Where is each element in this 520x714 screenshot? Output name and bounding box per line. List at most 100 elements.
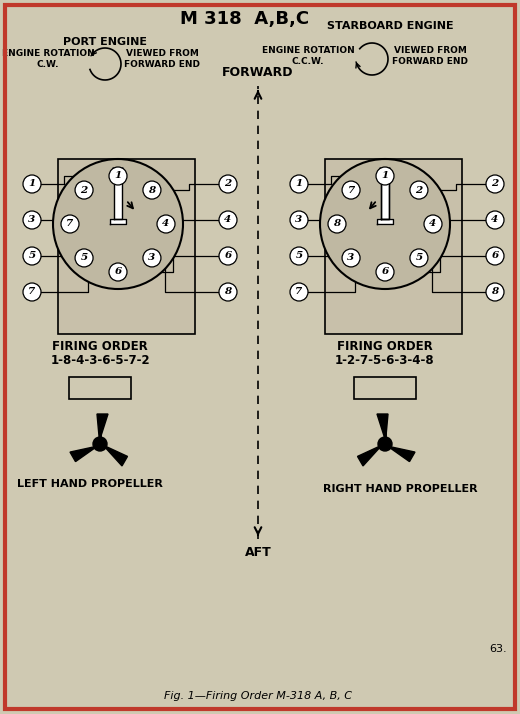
Circle shape — [342, 181, 360, 199]
Polygon shape — [97, 443, 127, 466]
Polygon shape — [381, 176, 389, 219]
Text: 1: 1 — [295, 179, 303, 188]
Text: 2: 2 — [81, 186, 88, 194]
FancyBboxPatch shape — [354, 377, 416, 399]
Circle shape — [109, 167, 127, 185]
Text: Fig. 1—Firing Order M-318 A, B, C: Fig. 1—Firing Order M-318 A, B, C — [164, 691, 352, 701]
Circle shape — [290, 175, 308, 193]
Text: LEFT HAND PROPELLER: LEFT HAND PROPELLER — [17, 479, 163, 489]
Circle shape — [290, 283, 308, 301]
Text: 3: 3 — [295, 216, 303, 224]
Text: 4: 4 — [430, 219, 437, 228]
Text: FLYWHEEL: FLYWHEEL — [70, 383, 131, 393]
Text: ENGINE ROTATION
C.C.W.: ENGINE ROTATION C.C.W. — [262, 46, 354, 66]
Circle shape — [290, 247, 308, 265]
Circle shape — [143, 181, 161, 199]
Text: 1-8-4-3-6-5-7-2: 1-8-4-3-6-5-7-2 — [50, 354, 150, 368]
Text: 1-2-7-5-6-3-4-8: 1-2-7-5-6-3-4-8 — [335, 354, 435, 368]
Text: 4: 4 — [491, 216, 499, 224]
Polygon shape — [110, 219, 126, 224]
Text: STARBOARD ENGINE: STARBOARD ENGINE — [327, 21, 453, 31]
Polygon shape — [382, 443, 415, 461]
Polygon shape — [378, 168, 392, 176]
Text: ENGINE ROTATION
C.W.: ENGINE ROTATION C.W. — [2, 49, 94, 69]
Circle shape — [486, 175, 504, 193]
Circle shape — [328, 215, 346, 233]
Text: 7: 7 — [67, 219, 74, 228]
Circle shape — [486, 283, 504, 301]
Text: 5: 5 — [415, 253, 423, 263]
Text: 1: 1 — [114, 171, 122, 181]
Circle shape — [219, 211, 237, 229]
Text: FIRING ORDER: FIRING ORDER — [52, 339, 148, 353]
Text: 2: 2 — [491, 179, 499, 188]
Polygon shape — [97, 414, 108, 447]
Text: 1: 1 — [29, 179, 36, 188]
Circle shape — [376, 167, 394, 185]
Circle shape — [23, 211, 41, 229]
Text: 4: 4 — [162, 219, 170, 228]
Circle shape — [486, 211, 504, 229]
Text: 4: 4 — [224, 216, 231, 224]
Text: 8: 8 — [148, 186, 155, 194]
Circle shape — [219, 247, 237, 265]
Text: 7: 7 — [29, 288, 36, 296]
Circle shape — [219, 283, 237, 301]
Text: 3: 3 — [347, 253, 355, 263]
Circle shape — [109, 263, 127, 281]
Text: 5: 5 — [81, 253, 88, 263]
Circle shape — [378, 437, 392, 451]
Bar — [325, 159, 462, 334]
Text: VIEWED FROM
FORWARD END: VIEWED FROM FORWARD END — [392, 46, 468, 66]
FancyBboxPatch shape — [69, 377, 131, 399]
Circle shape — [61, 215, 79, 233]
Text: 2: 2 — [415, 186, 423, 194]
Text: FIRING ORDER: FIRING ORDER — [337, 339, 433, 353]
Text: VIEWED FROM
FORWARD END: VIEWED FROM FORWARD END — [124, 49, 200, 69]
Polygon shape — [358, 443, 387, 466]
Text: M 318  A,B,C: M 318 A,B,C — [180, 10, 309, 28]
Circle shape — [410, 249, 428, 267]
Text: 7: 7 — [347, 186, 355, 194]
Circle shape — [376, 263, 394, 281]
Text: 8: 8 — [333, 219, 341, 228]
Text: FLYWHEEL: FLYWHEEL — [355, 383, 415, 393]
Circle shape — [75, 249, 93, 267]
Circle shape — [219, 175, 237, 193]
Text: 63.: 63. — [489, 644, 507, 654]
Circle shape — [424, 215, 442, 233]
Text: 2: 2 — [224, 179, 231, 188]
Circle shape — [290, 211, 308, 229]
Text: 7: 7 — [295, 288, 303, 296]
Circle shape — [93, 437, 107, 451]
Circle shape — [410, 181, 428, 199]
Text: 6: 6 — [114, 268, 122, 276]
Polygon shape — [377, 219, 393, 224]
Text: 1: 1 — [381, 171, 388, 181]
Circle shape — [320, 159, 450, 289]
Text: 3: 3 — [148, 253, 155, 263]
Text: 6: 6 — [381, 268, 388, 276]
Text: RIGHT HAND PROPELLER: RIGHT HAND PROPELLER — [323, 484, 477, 494]
Text: FORWARD: FORWARD — [222, 66, 294, 79]
Text: 8: 8 — [224, 288, 231, 296]
Text: 3: 3 — [29, 216, 36, 224]
Circle shape — [157, 215, 175, 233]
Text: 6: 6 — [491, 251, 499, 261]
Circle shape — [23, 247, 41, 265]
Circle shape — [486, 247, 504, 265]
Text: 5: 5 — [29, 251, 36, 261]
Circle shape — [342, 249, 360, 267]
Circle shape — [143, 249, 161, 267]
Circle shape — [23, 175, 41, 193]
Text: 5: 5 — [295, 251, 303, 261]
Text: 8: 8 — [491, 288, 499, 296]
Polygon shape — [377, 414, 388, 447]
Circle shape — [75, 181, 93, 199]
Polygon shape — [70, 443, 102, 461]
Text: AFT: AFT — [244, 546, 271, 559]
Polygon shape — [111, 168, 125, 176]
Circle shape — [23, 283, 41, 301]
Text: 6: 6 — [224, 251, 231, 261]
Circle shape — [53, 159, 183, 289]
